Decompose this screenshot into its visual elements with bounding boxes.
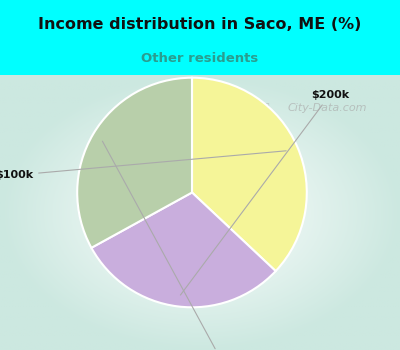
Text: $200k: $200k <box>180 90 349 295</box>
Text: $100k: $100k <box>0 151 286 180</box>
Wedge shape <box>192 78 307 271</box>
Text: Other residents: Other residents <box>141 52 259 65</box>
Text: Income distribution in Saco, ME (%): Income distribution in Saco, ME (%) <box>38 16 362 32</box>
Wedge shape <box>77 78 192 248</box>
Text: City-Data.com: City-Data.com <box>288 103 368 113</box>
Wedge shape <box>91 193 276 307</box>
Text: > $200k: > $200k <box>102 141 246 350</box>
Text: ⓘ: ⓘ <box>263 103 269 113</box>
